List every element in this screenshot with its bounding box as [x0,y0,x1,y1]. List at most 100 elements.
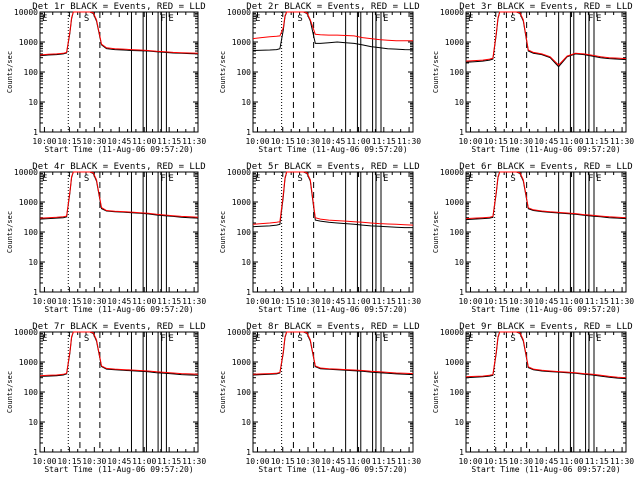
y-tick-label: 10 [28,258,38,267]
panel-title: Det 1r BLACK = Events, RED = LLD [32,2,205,12]
series-events-line [39,171,199,220]
x-tick-label: 11:00 [132,457,156,466]
x-tick-label: 10:00 [245,297,269,306]
marker-E-left: E [255,174,260,184]
series-lld-line [252,171,414,226]
x-tick-label: 11:15 [157,457,181,466]
y-tick-label: 100 [450,68,465,77]
series-events-line [252,171,413,229]
x-tick-label: 11:00 [559,137,583,146]
x-axis-label: Start Time (11-Aug-06 09:57:20) [471,465,620,474]
panel-det-3: Det 3r BLACK = Events, RED = LLD 1 10 100 10… [432,2,634,154]
marker-E-left: E [255,14,260,24]
x-tick-label: 11:15 [372,297,396,306]
series-events-line [252,11,414,51]
plot-frame [465,11,627,133]
x-tick-label: 10:30 [509,297,533,306]
x-tick-label: 11:00 [346,457,370,466]
marker-F: F [160,174,165,184]
series-lld-line [39,331,199,377]
x-tick-label: 11:15 [157,137,181,146]
x-tick-label: 10:00 [458,457,482,466]
x-tick-label: 10:30 [296,457,320,466]
x-axis-label: Start Time (11-Aug-06 09:57:20) [258,305,407,314]
y-tick-label: 10000 [440,328,464,337]
x-tick-label: 11:00 [346,137,370,146]
x-tick-label: 10:30 [82,457,106,466]
plot-frame [465,171,627,293]
marker-S: S [510,174,515,184]
x-tick-label: 11:30 [610,137,634,146]
x-tick-label: 10:00 [32,457,56,466]
y-tick-label: 10 [454,258,464,267]
marker-S: S [297,174,302,184]
plot-frame [465,331,627,453]
x-axis-label: Start Time (11-Aug-06 09:57:20) [44,465,193,474]
panel-title: Det 7r BLACK = Events, RED = LLD [32,322,205,332]
x-axis-label: Start Time (11-Aug-06 09:57:20) [258,465,407,474]
y-tick-label: 10000 [227,328,251,337]
panel-det-8: Det 8r BLACK = Events, RED = LLD 1 10 100 10… [219,322,421,474]
x-tick-label: 11:30 [182,137,206,146]
y-tick-label: 10000 [14,168,38,177]
x-tick-label: 10:45 [534,137,558,146]
x-tick-label: 11:30 [397,457,421,466]
plot-frame [252,171,414,293]
series-events-line [465,331,627,380]
y-tick-label: 1 [246,288,251,297]
marker-E-left: E [468,14,473,24]
series-lld-line [39,171,199,219]
x-tick-label: 10:45 [534,297,558,306]
y-axis-label: Counts/sec [219,211,227,253]
marker-E-right: E [383,334,388,344]
x-tick-label: 10:15 [57,297,81,306]
marker-S: S [84,14,89,24]
y-axis-label: Counts/sec [432,371,440,413]
series-lld-line [465,11,627,66]
y-tick-label: 100 [237,228,252,237]
x-tick-label: 10:00 [32,137,56,146]
x-tick-label: 10:30 [82,297,106,306]
y-tick-label: 10 [241,258,251,267]
x-tick-label: 10:30 [509,137,533,146]
x-tick-label: 11:30 [610,457,634,466]
y-tick-label: 1 [459,448,464,457]
panel-title: Det 6r BLACK = Events, RED = LLD [459,162,632,172]
marker-S: S [297,14,302,24]
y-tick-label: 1000 [232,38,251,47]
y-axis-label: Counts/sec [6,51,14,93]
y-tick-label: 1000 [445,198,464,207]
y-tick-label: 10 [454,98,464,107]
marker-E-right: E [168,334,173,344]
y-tick-label: 1000 [232,358,251,367]
series-lld-line [465,171,627,220]
y-tick-label: 1 [246,448,251,457]
y-tick-label: 1000 [232,198,251,207]
x-tick-label: 10:00 [245,137,269,146]
y-tick-label: 1000 [19,38,38,47]
marker-S: S [510,14,515,24]
marker-E-right: E [596,334,601,344]
marker-E-left: E [468,334,473,344]
x-tick-label: 10:45 [107,137,131,146]
y-tick-label: 1000 [445,38,464,47]
panel-title: Det 8r BLACK = Events, RED = LLD [246,322,419,332]
x-axis-label: Start Time (11-Aug-06 09:57:20) [44,145,193,154]
series-events-line [465,171,627,221]
x-tick-label: 11:30 [182,297,206,306]
y-tick-label: 100 [237,68,252,77]
x-tick-label: 10:45 [534,457,558,466]
y-tick-label: 10000 [440,168,464,177]
series-lld-line [39,11,199,56]
series-lld-line [252,11,413,42]
x-tick-label: 10:30 [296,297,320,306]
y-tick-label: 100 [24,228,39,237]
y-tick-label: 100 [237,388,252,397]
x-tick-label: 10:45 [321,457,345,466]
y-axis-label: Counts/sec [432,211,440,253]
y-tick-label: 1 [33,128,38,137]
x-tick-label: 10:30 [82,137,106,146]
y-axis-label: Counts/sec [6,371,14,413]
marker-E-right: E [383,174,388,184]
y-tick-label: 1 [33,448,38,457]
